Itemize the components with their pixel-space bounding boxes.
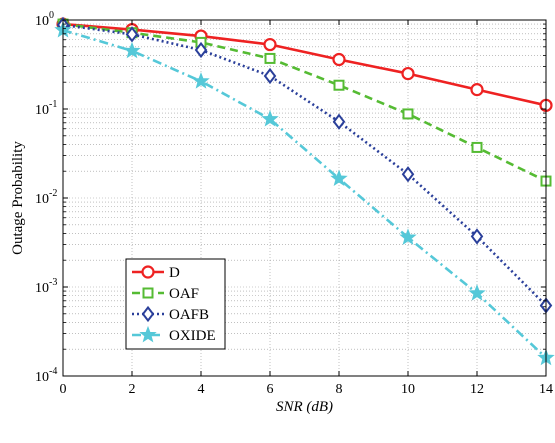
legend-label-oaf: OAF [169, 286, 199, 302]
x-tick-label: 8 [336, 382, 343, 397]
x-tick-label: 2 [129, 382, 136, 397]
legend-label-oafb: OAFB [169, 307, 209, 323]
x-tick-label: 0 [60, 382, 67, 397]
legend-label-d: D [169, 265, 180, 281]
data-point-oaf [404, 109, 413, 118]
data-point-d [403, 68, 414, 79]
y-axis-title: Outage Probability [10, 141, 26, 255]
y-tick-label: 10-4 [35, 366, 57, 385]
legend-marker-d [143, 267, 154, 278]
y-tick-label: 100 [35, 10, 54, 29]
data-point-d [334, 54, 345, 65]
legend-label-oxide: OXIDE [169, 328, 216, 344]
y-tick-label: 10-1 [35, 99, 57, 118]
data-point-d [265, 39, 276, 50]
legend-marker-oaf [144, 289, 153, 298]
x-tick-label: 4 [198, 382, 205, 397]
data-point-oaf [473, 143, 482, 152]
x-tick-label: 12 [470, 382, 484, 397]
y-tick-label: 10-2 [35, 188, 57, 207]
data-point-d [472, 84, 483, 95]
data-point-oaf [266, 54, 275, 63]
x-tick-label: 14 [539, 382, 553, 397]
x-tick-label: 6 [267, 382, 274, 397]
y-tick-label: 10-3 [35, 277, 57, 296]
x-axis-title: SNR (dB) [276, 399, 333, 415]
legend: D OAF OAFB OXIDE [126, 259, 225, 349]
data-point-oaf [335, 81, 344, 90]
x-tick-label: 10 [401, 382, 415, 397]
